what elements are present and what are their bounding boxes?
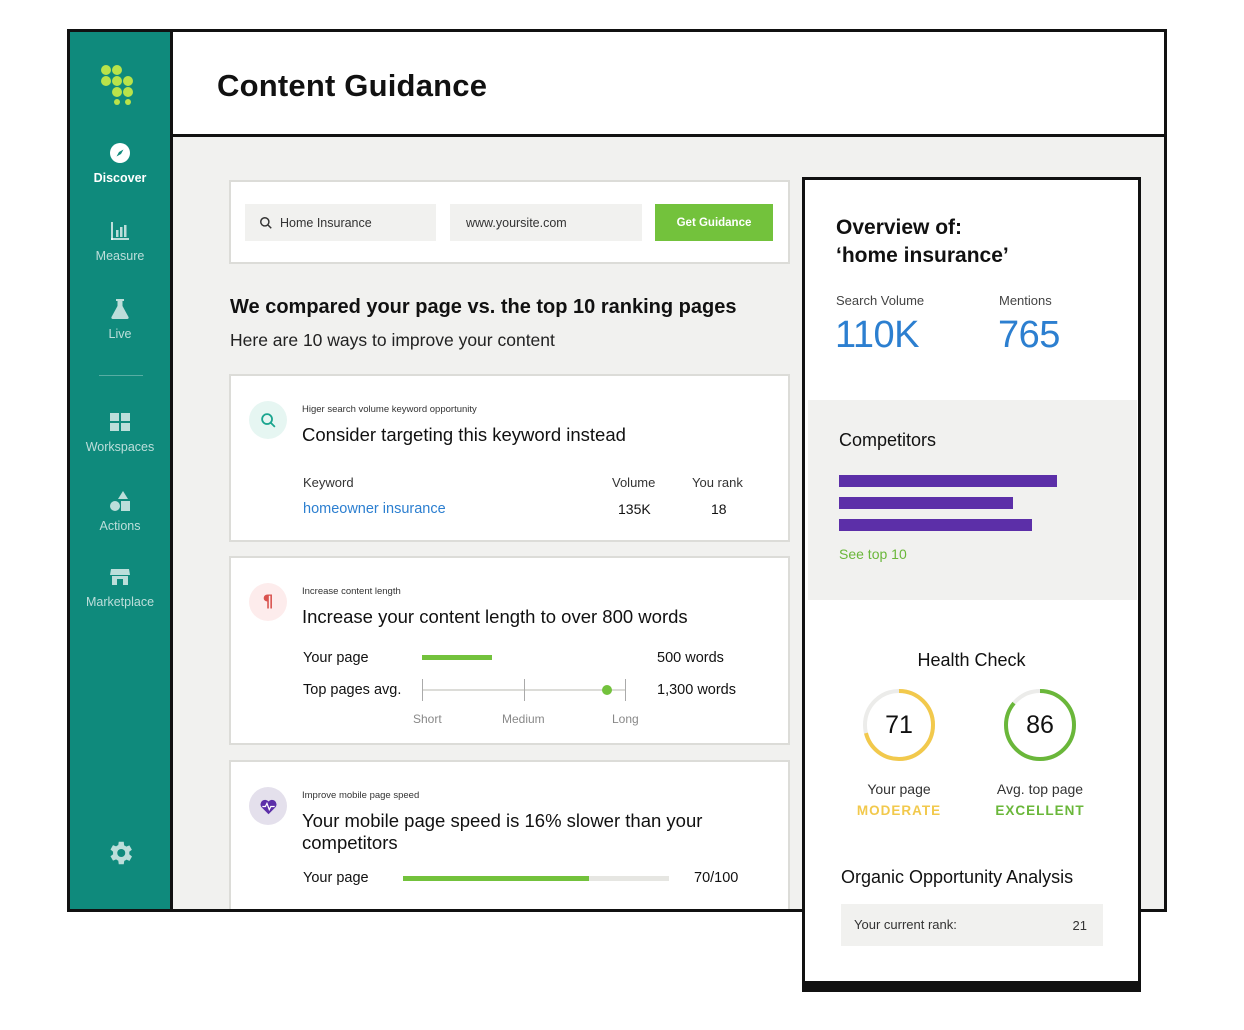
current-rank-box: Your current rank: 21 [841, 904, 1103, 946]
keyword-rank: 18 [711, 501, 727, 517]
url-field[interactable] [450, 204, 642, 241]
tip-kicker: Improve mobile page speed [302, 790, 420, 801]
tip-icon-badge [249, 787, 287, 825]
sidebar-item-label: Workspaces [85, 440, 155, 454]
sidebar-item-measure[interactable]: Measure [70, 219, 170, 263]
search-card: Get Guidance [229, 180, 790, 264]
sidebar-item-label: Measure [95, 249, 145, 263]
opportunity-analysis-title: Organic Opportunity Analysis [841, 867, 1074, 887]
tip-icon-badge: ¶ [249, 583, 287, 621]
sidebar-item-live[interactable]: Live [70, 297, 170, 341]
your-page-status: MODERATE [856, 803, 942, 818]
shapes-icon [110, 491, 130, 511]
competitors-section: Competitors See top 10 [808, 400, 1137, 600]
overview-title: Overview of: ‘home insurance’ [836, 214, 1009, 270]
your-page-label: Your page [303, 870, 369, 886]
mentions-label: Mentions [999, 293, 1052, 308]
compass-icon [110, 143, 130, 163]
sidebar-item-discover[interactable]: Discover [70, 141, 170, 185]
search-volume-label: Search Volume [836, 293, 925, 308]
page-speed-tip-card: Improve mobile page speed Your mobile pa… [229, 760, 790, 909]
page-header: Content Guidance [173, 32, 1164, 137]
comparison-subtitle: Here are 10 ways to improve your content [230, 330, 555, 350]
sidebar-item-label: Live [108, 327, 132, 341]
tip-heading: Consider targeting this keyword instead [302, 424, 626, 445]
mentions-value: 765 [998, 314, 1060, 356]
competitor-bar [839, 497, 1013, 509]
your-page-label: Your page [303, 650, 369, 666]
competitor-bar [839, 475, 1057, 487]
scale-long-label: Long [612, 712, 639, 726]
sidebar-divider [99, 375, 143, 376]
overview-panel: Overview of: ‘home insurance’ Search Vol… [802, 177, 1141, 992]
your-page-gauge-label: Your page [867, 781, 931, 797]
tip-kicker: Increase content length [302, 586, 401, 597]
app-logo [101, 65, 133, 105]
overview-keyword: ‘home insurance’ [836, 244, 1009, 267]
top-page-score: 86 [1026, 710, 1054, 739]
keyword-tip-card: Higer search volume keyword opportunity … [229, 374, 790, 542]
sidebar-item-label: Actions [99, 519, 141, 533]
keyword-input[interactable] [280, 215, 436, 230]
pilcrow-icon: ¶ [262, 592, 274, 612]
sidebar-item-label: Discover [93, 171, 147, 185]
sidebar-item-actions[interactable]: Actions [70, 489, 170, 533]
top-pages-label: Top pages avg. [303, 682, 402, 698]
current-rank-value: 21 [1072, 918, 1087, 933]
heartbeat-icon [259, 799, 277, 814]
top-pages-marker [602, 685, 612, 695]
current-rank-label: Your current rank: [854, 917, 957, 932]
overview-title-line: Overview of: [836, 216, 963, 239]
top-page-gauge-label: Avg. top page [996, 781, 1084, 797]
competitors-title: Competitors [839, 430, 937, 450]
tip-heading: Increase your content length to over 800… [302, 606, 688, 627]
sidebar: Discover Measure Live [70, 32, 173, 909]
speed-score: 70/100 [694, 870, 739, 886]
your-page-gauge: 71 [861, 687, 937, 763]
your-page-score: 71 [885, 710, 913, 739]
flask-icon [111, 299, 129, 319]
tip-heading: Your mobile page speed is 16% slower tha… [302, 810, 703, 853]
speed-progress-track [403, 876, 669, 881]
sidebar-item-workspaces[interactable]: Workspaces [70, 410, 170, 454]
health-check-title: Health Check [917, 650, 1026, 670]
top-page-status: EXCELLENT [995, 803, 1085, 818]
your-page-length-bar [422, 655, 492, 660]
suggested-keyword-link[interactable]: homeowner insurance [303, 501, 446, 517]
keyword-field[interactable] [245, 204, 436, 241]
page-title: Content Guidance [217, 68, 488, 103]
volume-column-header: Volume [612, 475, 656, 490]
keyword-volume: 135K [618, 501, 651, 517]
tip-icon-badge [249, 401, 287, 439]
search-volume-value: 110K [835, 314, 919, 356]
see-top-10-link[interactable]: See top 10 [839, 546, 907, 562]
speed-progress-fill [403, 876, 590, 881]
your-page-words: 500 words [657, 650, 724, 666]
storefront-icon [110, 569, 130, 585]
search-icon [260, 412, 276, 428]
gear-icon[interactable] [105, 838, 135, 868]
rank-column-header: You rank [692, 475, 743, 490]
sidebar-item-marketplace[interactable]: Marketplace [70, 565, 170, 609]
top-page-gauge: 86 [1002, 687, 1078, 763]
top-pages-words: 1,300 words [657, 682, 736, 698]
search-icon [260, 216, 272, 229]
keyword-column-header: Keyword [303, 475, 354, 490]
sidebar-item-label: Marketplace [85, 595, 155, 609]
grid-icon [110, 413, 130, 431]
url-input[interactable] [466, 215, 642, 230]
competitor-bar [839, 519, 1032, 531]
scale-medium-label: Medium [502, 712, 545, 726]
scale-short-label: Short [413, 712, 442, 726]
bar-chart-icon [111, 222, 129, 240]
comparison-title: We compared your page vs. the top 10 ran… [230, 296, 737, 318]
content-length-tip-card: ¶ Increase content length Increase your … [229, 556, 790, 745]
tip-kicker: Higer search volume keyword opportunity [302, 404, 477, 415]
length-scale [422, 679, 626, 701]
get-guidance-button[interactable]: Get Guidance [655, 204, 773, 241]
